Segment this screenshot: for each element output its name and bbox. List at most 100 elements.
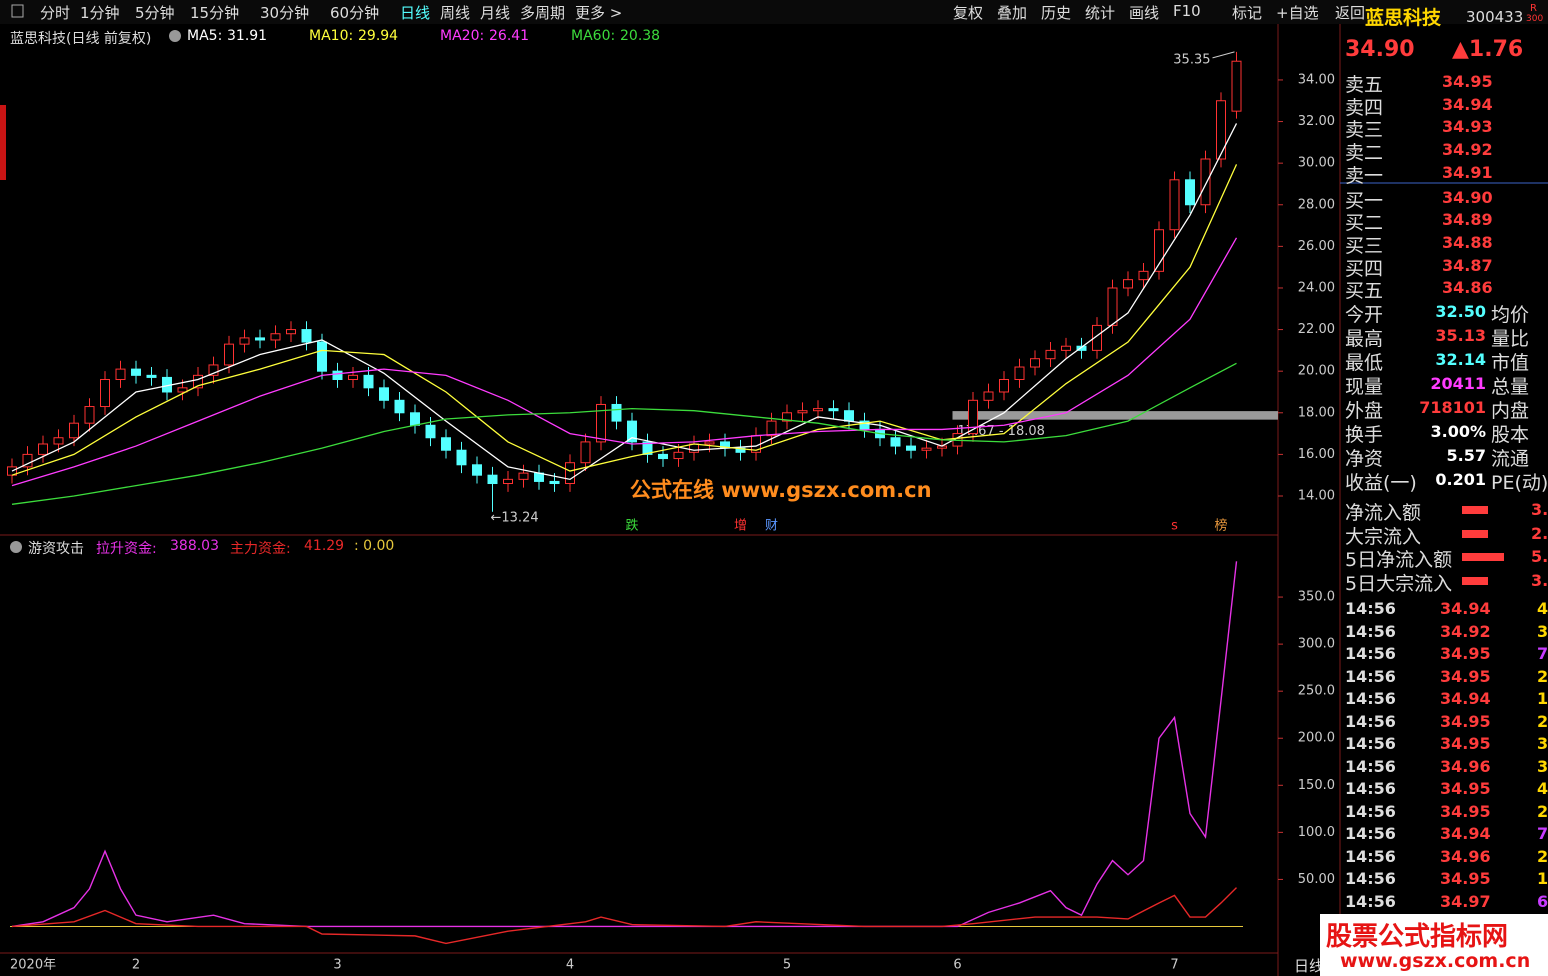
toolbar-action[interactable]: +自选 bbox=[1276, 4, 1319, 22]
candle-body bbox=[487, 474, 498, 485]
flow-value: 2.5 bbox=[1531, 523, 1548, 543]
chart-title: 蓝思科技(日线 前复权) bbox=[10, 31, 152, 47]
candle-body bbox=[69, 422, 79, 439]
candle-body bbox=[1014, 366, 1025, 381]
legend-value: 31.91 bbox=[227, 28, 268, 44]
trade-time: 14:56 bbox=[1345, 756, 1396, 776]
y-tick-label: 28.00 bbox=[1298, 197, 1335, 212]
trade-price: 34.95 bbox=[1440, 869, 1491, 888]
period-tab[interactable]: 月线 bbox=[480, 4, 511, 22]
book-label: 卖三 bbox=[1345, 119, 1384, 142]
candle-body bbox=[441, 437, 451, 451]
candle-body bbox=[704, 441, 715, 445]
candle-body bbox=[797, 410, 808, 414]
trade-volume: 7 bbox=[1537, 644, 1548, 663]
period-tab[interactable]: 1分钟 bbox=[80, 4, 120, 22]
ma-line bbox=[11, 123, 1238, 481]
candle-body bbox=[22, 453, 33, 468]
period-tab[interactable]: 30分钟 bbox=[260, 4, 310, 22]
ma-line bbox=[11, 362, 1237, 505]
candle-body bbox=[332, 370, 343, 381]
toolbar-action[interactable]: F10 bbox=[1173, 2, 1201, 20]
book-label: 买三 bbox=[1345, 234, 1384, 257]
ma-line bbox=[11, 164, 1238, 476]
toolbar-action[interactable]: 标记 bbox=[1232, 4, 1263, 22]
candle-body bbox=[208, 364, 219, 376]
y-tick-label: 34.00 bbox=[1298, 72, 1335, 87]
x-label: 4 bbox=[566, 958, 574, 973]
trade-price: 34.94 bbox=[1440, 599, 1491, 618]
flow-bar bbox=[1462, 553, 1504, 561]
period-tab[interactable]: 更多 > bbox=[575, 4, 623, 22]
trade-price: 34.96 bbox=[1440, 756, 1491, 776]
trade-time: 14:56 bbox=[1345, 779, 1396, 798]
stat-value: 3.00% bbox=[1430, 422, 1486, 441]
toolbar-action[interactable]: 统计 bbox=[1085, 4, 1116, 22]
stock-code: 300433 bbox=[1466, 8, 1524, 26]
legend-name: 拉升资金: bbox=[96, 541, 157, 557]
stat-label2: PE(动) bbox=[1491, 472, 1548, 494]
stat-label2: 量比 bbox=[1491, 328, 1530, 350]
candle-body bbox=[813, 408, 823, 412]
toolbar-action[interactable]: 画线 bbox=[1129, 4, 1160, 22]
candle-body bbox=[580, 441, 591, 464]
stat-label: 换手 bbox=[1345, 424, 1384, 446]
trade-time: 14:56 bbox=[1345, 666, 1396, 686]
candle-body bbox=[844, 410, 854, 422]
y-tick-label: 350.0 bbox=[1298, 590, 1335, 605]
footer-url: www.gszx.com.cn bbox=[1340, 950, 1531, 972]
legend-name: MA60: bbox=[571, 28, 616, 44]
stat-label: 现量 bbox=[1345, 376, 1384, 398]
ma-line bbox=[11, 237, 1238, 487]
book-price: 34.92 bbox=[1442, 140, 1493, 160]
candle-body bbox=[1138, 270, 1149, 281]
toolbar-action[interactable]: 复权 bbox=[953, 4, 984, 22]
book-price: 34.95 bbox=[1442, 72, 1493, 91]
period-tab[interactable]: 多周期 bbox=[520, 4, 566, 22]
candle-body bbox=[1045, 349, 1056, 360]
candle-body bbox=[239, 337, 250, 345]
event-marker: s bbox=[1171, 519, 1178, 534]
stat-value: 32.14 bbox=[1435, 350, 1486, 369]
y-tick-label: 200.0 bbox=[1298, 731, 1335, 746]
side-tab[interactable] bbox=[0, 105, 6, 180]
y-tick-label: 50.00 bbox=[1298, 872, 1335, 887]
legend-name: MA5: bbox=[187, 28, 223, 44]
footer-period[interactable]: 日线 bbox=[1294, 957, 1325, 975]
trade-volume: 1 bbox=[1537, 689, 1548, 708]
legend-value: 41.29 bbox=[304, 538, 345, 554]
period-tab[interactable]: 日线 bbox=[400, 4, 431, 22]
trade-time: 14:56 bbox=[1345, 869, 1396, 888]
book-price: 34.88 bbox=[1442, 232, 1493, 252]
trade-volume: 3 bbox=[1537, 621, 1548, 641]
trade-price: 34.95 bbox=[1440, 666, 1491, 686]
indicator-line bbox=[11, 561, 1238, 928]
toolbar-action[interactable]: 历史 bbox=[1041, 4, 1072, 22]
trade-time: 14:56 bbox=[1345, 689, 1396, 708]
period-tab[interactable]: 分时 bbox=[40, 4, 71, 22]
trade-volume: 3 bbox=[1537, 734, 1548, 753]
legend-name: MA20: bbox=[440, 28, 485, 44]
stat-label: 最低 bbox=[1345, 352, 1384, 374]
flow-value: 3.0 bbox=[1531, 570, 1548, 590]
baseline-label: : 0.00 bbox=[354, 538, 395, 554]
period-tab[interactable]: 周线 bbox=[440, 4, 471, 22]
trade-volume: 2 bbox=[1537, 666, 1548, 686]
y-tick-label: 100.0 bbox=[1298, 825, 1335, 840]
indicator-icon[interactable] bbox=[10, 541, 22, 553]
stat-label: 最高 bbox=[1345, 328, 1384, 350]
trade-time: 14:56 bbox=[1345, 801, 1396, 821]
flow-label: 5日净流入额 bbox=[1345, 549, 1453, 571]
period-tab[interactable]: 60分钟 bbox=[330, 4, 380, 22]
book-price: 34.94 bbox=[1442, 94, 1493, 114]
period-tab[interactable]: 5分钟 bbox=[135, 4, 175, 22]
ma-icon[interactable] bbox=[169, 30, 181, 42]
x-label: 5 bbox=[783, 958, 791, 973]
menu-icon[interactable] bbox=[11, 4, 24, 18]
candle-body bbox=[456, 449, 467, 466]
toolbar-action[interactable]: 返回 bbox=[1335, 4, 1366, 22]
legend-name: MA10: bbox=[309, 28, 354, 44]
toolbar-action[interactable]: 叠加 bbox=[997, 4, 1028, 22]
candle-body bbox=[766, 420, 777, 437]
period-tab[interactable]: 15分钟 bbox=[190, 4, 240, 22]
